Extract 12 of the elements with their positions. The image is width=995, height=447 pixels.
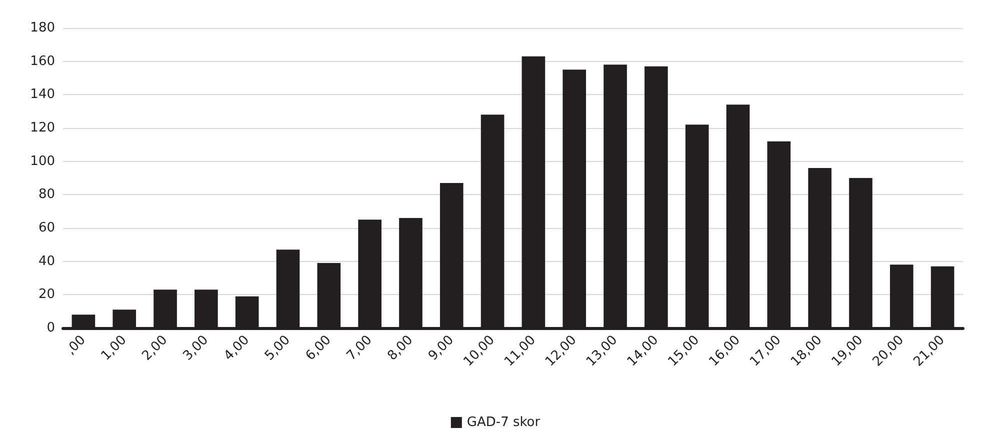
- y-tick-label: 120: [30, 120, 55, 136]
- y-tick-label: 20: [38, 287, 55, 302]
- y-tick-label: 160: [30, 54, 55, 69]
- x-tick-label: ,00: [64, 332, 89, 358]
- y-tick-label: 40: [38, 254, 55, 269]
- y-tick-label: 0: [46, 320, 55, 336]
- y-tick-label: 140: [30, 87, 55, 102]
- y-tick-label: 80: [38, 187, 55, 202]
- y-tick-label: 100: [30, 154, 55, 169]
- legend-label: GAD-7 skor: [466, 415, 541, 430]
- y-tick-label: 60: [38, 220, 55, 236]
- y-tick-label: 180: [30, 20, 55, 36]
